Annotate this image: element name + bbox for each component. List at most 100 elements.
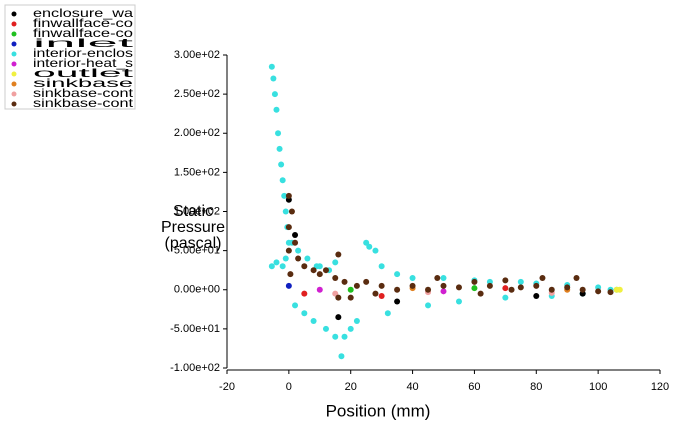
point xyxy=(363,278,370,285)
x-tick-label: 100 xyxy=(589,381,607,393)
point xyxy=(301,263,308,270)
legend-label: sinkbase-cont xyxy=(33,86,134,100)
point xyxy=(341,333,348,340)
point xyxy=(271,91,278,98)
point xyxy=(517,278,524,285)
y-tick-label: 3.00e+02 xyxy=(174,49,220,61)
point xyxy=(268,263,275,270)
point xyxy=(268,63,275,70)
point xyxy=(282,208,289,215)
legend-marker xyxy=(11,51,17,57)
legend-box xyxy=(4,4,136,110)
point xyxy=(434,275,441,282)
point xyxy=(281,192,288,199)
legend-label: interior-enclos xyxy=(33,46,133,60)
point xyxy=(276,145,283,152)
point xyxy=(384,310,391,317)
point xyxy=(372,247,379,254)
y-tick-label: 2.50e+02 xyxy=(174,88,220,100)
point xyxy=(273,259,280,266)
point xyxy=(508,286,515,293)
point xyxy=(335,314,342,321)
point xyxy=(353,318,360,325)
point xyxy=(347,294,354,301)
legend-marker xyxy=(11,91,17,97)
point xyxy=(517,284,524,291)
legend-label: sinkbase-cont xyxy=(33,96,134,110)
point xyxy=(366,243,373,250)
legend-marker xyxy=(11,11,17,17)
point xyxy=(292,231,299,238)
point xyxy=(341,278,348,285)
legend-marker xyxy=(11,81,17,87)
point xyxy=(409,282,416,289)
point xyxy=(279,177,286,184)
y-tick-label: -1.00e+02 xyxy=(170,362,220,374)
legend-label: outlet xyxy=(33,66,135,80)
point xyxy=(455,284,462,291)
x-tick-label: 120 xyxy=(651,381,669,393)
point xyxy=(502,294,509,301)
point xyxy=(292,239,299,246)
y-tick-label: 0.00e+00 xyxy=(174,284,220,296)
point xyxy=(332,275,339,282)
point xyxy=(573,275,580,282)
point xyxy=(332,333,339,340)
point xyxy=(310,318,317,325)
point xyxy=(285,224,292,231)
point xyxy=(304,255,311,262)
point xyxy=(295,247,302,254)
legend-label: enclosure_wa xyxy=(33,6,133,20)
legend-marker xyxy=(11,71,17,77)
point xyxy=(285,282,292,289)
y-tick-label: 2.00e+02 xyxy=(174,127,220,139)
point xyxy=(347,286,354,293)
point xyxy=(372,290,379,297)
point xyxy=(440,288,447,295)
point xyxy=(316,286,323,293)
x-axis-label: Position (mm) xyxy=(326,401,431,420)
point xyxy=(477,290,484,297)
point xyxy=(301,310,308,317)
point xyxy=(394,286,401,293)
legend-label: finwallface-co xyxy=(33,16,133,30)
y-axis-label: Pressure xyxy=(161,219,225,236)
point xyxy=(295,255,302,262)
point xyxy=(288,208,295,215)
point xyxy=(440,282,447,289)
point xyxy=(279,263,286,270)
x-tick-label: 40 xyxy=(406,381,418,393)
legend-label: sinkbase xyxy=(33,76,134,90)
point xyxy=(471,285,478,292)
point xyxy=(335,294,342,301)
y-tick-label: 1.50e+02 xyxy=(174,166,220,178)
x-tick-label: 20 xyxy=(345,381,357,393)
point xyxy=(595,288,602,295)
point xyxy=(579,286,586,293)
point xyxy=(316,271,323,278)
point xyxy=(394,271,401,278)
point xyxy=(287,271,294,278)
point xyxy=(378,293,385,300)
x-tick-label: 0 xyxy=(286,381,292,393)
point xyxy=(332,259,339,266)
point xyxy=(338,353,345,360)
legend-label: finwallface-co xyxy=(33,26,133,40)
point xyxy=(486,282,493,289)
point xyxy=(310,267,317,274)
point xyxy=(502,285,509,292)
y-tick-label: 1.00e+02 xyxy=(174,205,220,217)
point xyxy=(301,290,308,297)
point xyxy=(378,263,385,270)
point xyxy=(440,275,447,282)
point xyxy=(455,298,462,305)
x-tick-label: 60 xyxy=(468,381,480,393)
point xyxy=(282,255,289,262)
point xyxy=(607,289,614,296)
point xyxy=(425,286,432,293)
point xyxy=(278,161,285,168)
x-tick-label: -20 xyxy=(219,381,235,393)
point xyxy=(292,302,299,309)
legend-marker xyxy=(11,31,17,37)
